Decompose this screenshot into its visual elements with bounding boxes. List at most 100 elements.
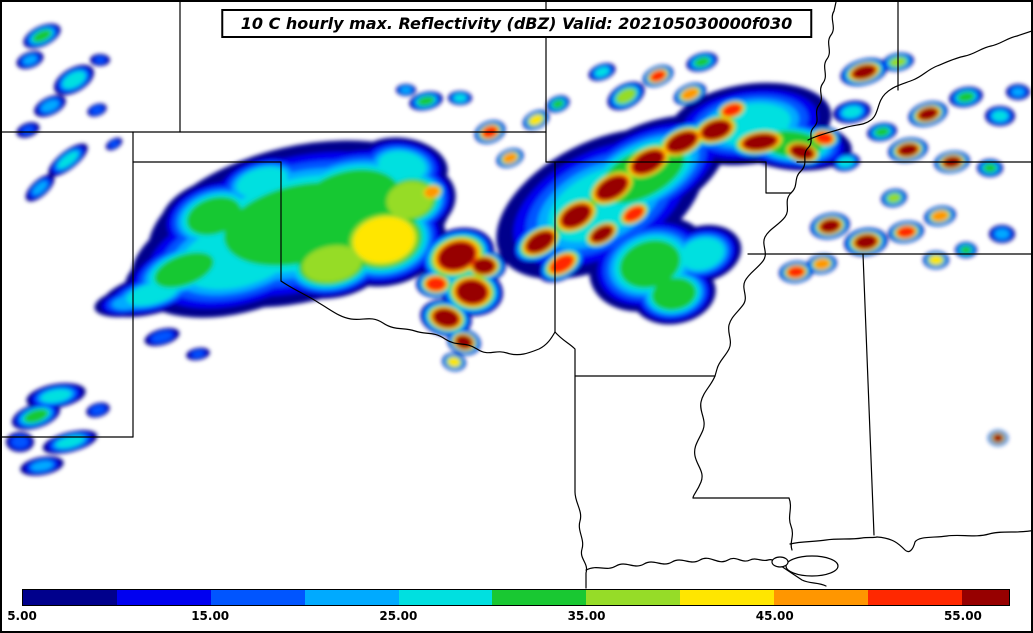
reflectivity-contour [91, 106, 103, 114]
reflectivity-contour [236, 167, 288, 197]
reflectivity-contour [91, 405, 105, 415]
colorbar-segment [774, 590, 869, 605]
reflectivity-contour [992, 111, 1008, 121]
reflectivity-contour [932, 210, 948, 222]
colorbar-tick-label: 35.00 [567, 609, 606, 623]
reflectivity-contour [378, 151, 426, 181]
colorbar-segment [492, 590, 587, 605]
colorbar-tick-label: 45.00 [755, 609, 794, 623]
colorbar-segment [586, 590, 681, 605]
colorbar-tick-label: 15.00 [191, 609, 230, 623]
reflectivity-contour [918, 107, 938, 121]
reflectivity-contour [353, 216, 415, 264]
reflectivity-contour [701, 120, 731, 140]
reflectivity-contour [983, 163, 997, 173]
reflectivity-contour [787, 266, 805, 278]
colorbar-segment [961, 590, 1009, 605]
reflectivity-contour [400, 86, 412, 94]
reflectivity-contour [56, 436, 84, 448]
reflectivity-contour [681, 88, 699, 100]
border-mississippi-river-south [692, 375, 716, 499]
colorbar-segment [304, 590, 399, 605]
reflectivity-contour [529, 114, 543, 126]
reflectivity-contour [426, 277, 446, 291]
reflectivity-contour [874, 127, 890, 137]
reflectivity-contour [503, 153, 517, 163]
reflectivity-contour [456, 279, 488, 305]
reflectivity-contour [898, 143, 918, 157]
reflectivity-contour [473, 258, 495, 274]
reflectivity-contour [855, 234, 877, 250]
reflectivity-contour [58, 151, 78, 169]
border-red-river-ok-tx [280, 280, 556, 356]
reflectivity-contour [897, 226, 915, 238]
reflectivity-contour [743, 133, 777, 151]
reflectivity-contour [62, 71, 86, 89]
coast-alabama-florida [876, 530, 1031, 553]
reflectivity-contour [561, 204, 591, 228]
colorbar-tick-label: 55.00 [943, 609, 982, 623]
colorbar-segment [116, 590, 211, 605]
reflectivity-contour [126, 282, 178, 306]
reflectivity-contour [722, 103, 742, 117]
reflectivity-contour [651, 277, 697, 311]
reflectivity-contour [438, 241, 476, 271]
colorbar-tick-label: 25.00 [379, 609, 418, 623]
reflectivity-contour [616, 88, 636, 104]
colorbar-tick-label: 5.00 [7, 609, 37, 623]
reflectivity-contour [619, 240, 681, 288]
border-mo-ar-bootheel [554, 161, 792, 194]
reflectivity-contour [595, 67, 609, 77]
reflectivity-contour [680, 237, 724, 271]
border-mississippi-river-mid [714, 192, 792, 377]
reflectivity-contour [386, 181, 434, 219]
reflectivity-contour [929, 255, 943, 265]
reflectivity-contour [887, 193, 901, 203]
reflectivity-contour [424, 186, 440, 198]
reflectivity-contour [302, 245, 362, 283]
reflectivity-contour [694, 57, 710, 67]
reflectivity-contour [454, 94, 466, 102]
reflectivity-contour [650, 70, 666, 82]
reflectivity-contour [820, 219, 840, 233]
reflectivity-contour [95, 57, 105, 63]
map-title: 10 C hourly max. Reflectivity (dBZ) Vali… [220, 9, 813, 38]
reflectivity-contour [11, 436, 29, 448]
reflectivity-contour [23, 55, 37, 65]
colorbar-ticks: 5.00 15.00 25.00 35.00 45.00 55.00 [7, 609, 1010, 629]
border-ks-mo-ok-ar [545, 2, 556, 333]
reflectivity-contour [994, 229, 1010, 239]
reflectivity-contour [596, 175, 628, 201]
reflectivity-contour [960, 246, 972, 254]
colorbar-segment [23, 590, 117, 605]
state-borders [2, 2, 1031, 589]
reflectivity-contour [993, 434, 1003, 442]
colorbar-segment [868, 590, 962, 605]
reflectivity-contour [109, 140, 119, 148]
reflectivity-contour [41, 100, 59, 112]
reflectivity-contour [32, 29, 52, 43]
reflectivity-contour [623, 206, 645, 222]
reflectivity-contour [666, 131, 698, 153]
reflectivity-contour [550, 254, 574, 274]
reflectivity-contour [957, 91, 975, 103]
lake-pontchartrain [785, 555, 839, 577]
reflectivity-contour [842, 106, 862, 118]
reflectivity-contour [433, 308, 459, 328]
reflectivity-contour [23, 409, 49, 423]
reflectivity-contour [41, 389, 71, 403]
border-pearl-river [788, 497, 794, 551]
colorbar-segment [210, 590, 305, 605]
coast-mississippi [789, 536, 878, 545]
reflectivity-contour [448, 357, 460, 367]
reflectivity-contour [552, 99, 564, 109]
reflectivity-contour [192, 350, 204, 358]
reflectivity-contour [852, 64, 876, 80]
reflectivity-contour [814, 258, 830, 270]
lake-maurepas [771, 556, 789, 568]
reflectivity-contour [526, 231, 554, 253]
colorbar-segments [23, 590, 1009, 605]
border-ohio-river [807, 30, 1031, 141]
